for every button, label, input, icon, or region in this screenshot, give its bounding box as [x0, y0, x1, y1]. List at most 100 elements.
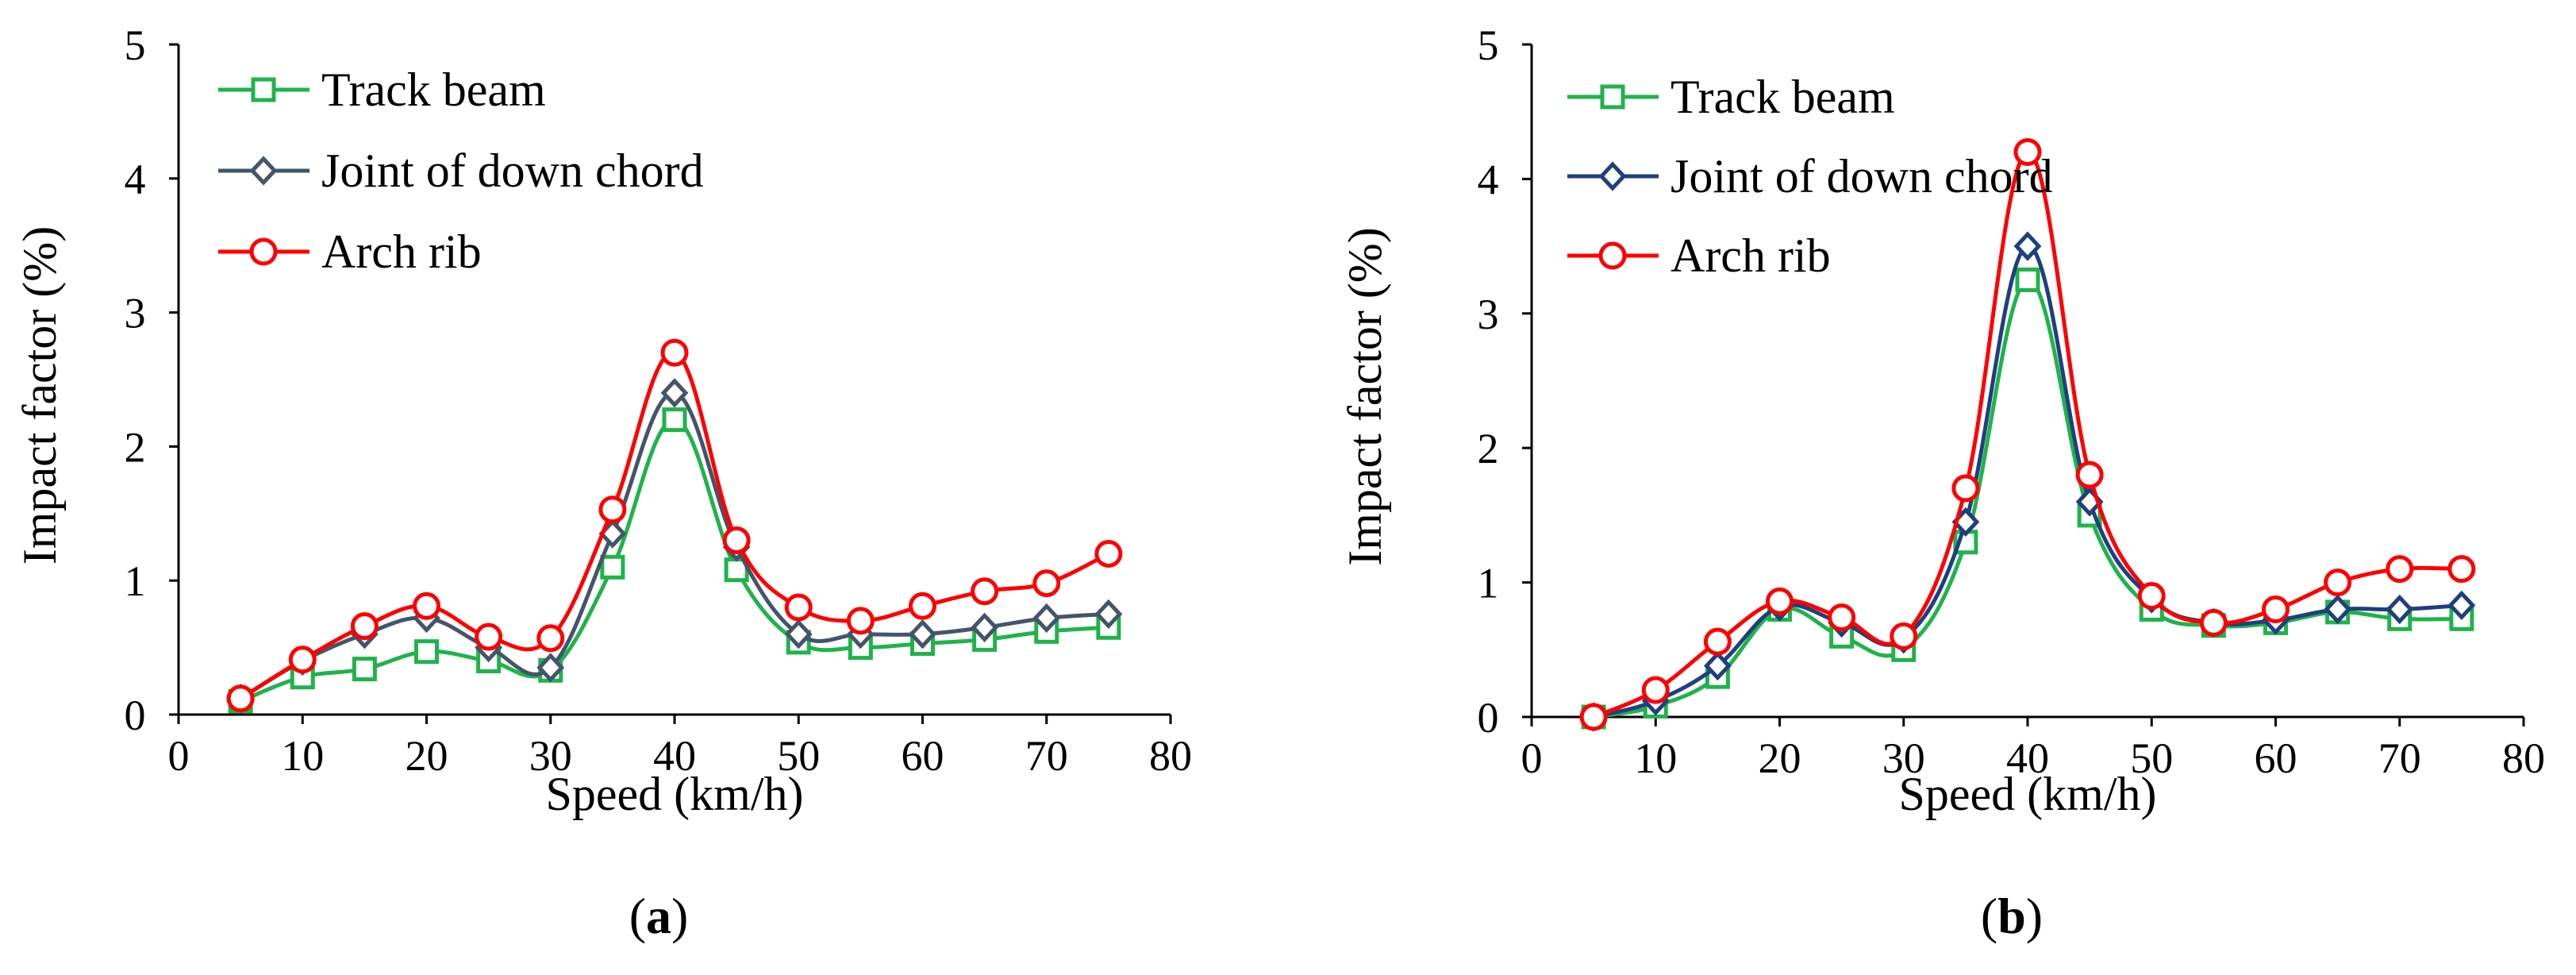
legend: Track beam Joint of down chord Arch rib	[1567, 71, 2053, 282]
legend-marker	[1598, 241, 1627, 270]
x-axis-title: Speed (km/h)	[1899, 768, 2157, 820]
data-point	[1951, 474, 1980, 503]
legend-marker	[249, 237, 278, 266]
x-tick-label: 40	[653, 732, 696, 780]
y-tick-label: 2	[1478, 425, 1499, 472]
data-point	[414, 639, 439, 665]
data-point	[971, 577, 999, 606]
y-tick-label: 3	[1478, 291, 1499, 338]
data-point	[660, 338, 689, 367]
y-tick-label: 1	[125, 557, 146, 605]
data-point	[2075, 461, 2104, 489]
x-tick-label: 30	[529, 732, 572, 780]
chart-panel-b: 0 10 20 30 40 50 60 70 80 0 1 2 3 4 5 Speed (km/h) Impac…	[1339, 21, 2545, 944]
x-tick-label: 70	[2378, 734, 2421, 782]
data-point	[536, 653, 565, 683]
y-tick-label: 1	[1478, 560, 1499, 607]
panel-caption: (b)	[1981, 888, 2043, 944]
data-point	[1703, 650, 1732, 681]
data-point	[413, 592, 440, 620]
y-tick-label: 0	[1478, 694, 1499, 742]
x-tick-label: 50	[777, 732, 820, 780]
data-point	[2015, 267, 2040, 292]
caption-open-paren: (	[629, 888, 646, 944]
data-point	[971, 612, 999, 642]
legend-label: Track beam	[1671, 71, 1895, 123]
data-point	[1641, 676, 1670, 704]
data-point	[2447, 590, 2476, 621]
legend-marker	[249, 156, 278, 186]
panel-caption: (a)	[629, 888, 689, 944]
legend-label: Arch rib	[321, 225, 482, 278]
caption-close-paren: )	[2026, 888, 2043, 944]
legend-label: Joint of down chord	[321, 145, 704, 197]
data-point	[2386, 555, 2414, 584]
y-axis-title: Impact factor (%)	[13, 226, 66, 565]
x-tick-label: 80	[2502, 734, 2545, 782]
y-tick-label: 3	[125, 290, 146, 337]
x-tick-label: 10	[281, 732, 324, 780]
data-point	[1094, 599, 1123, 630]
x-tick-label: 70	[1025, 732, 1068, 780]
x-tick-label: 60	[902, 732, 944, 780]
x-axis-title: Speed (km/h)	[546, 768, 804, 820]
y-tick-label: 2	[125, 423, 146, 471]
series-arch-rib	[226, 338, 1123, 713]
data-point	[2013, 138, 2042, 167]
data-point	[1032, 569, 1061, 598]
data-point	[2199, 608, 2228, 637]
caption-letter: a	[646, 888, 671, 944]
series-arch-rib	[1579, 138, 2476, 731]
data-point	[909, 619, 936, 649]
data-point	[1890, 622, 1918, 650]
caption-close-paren: )	[671, 888, 688, 944]
data-point	[784, 593, 813, 622]
x-tick-label: 50	[2130, 734, 2173, 782]
series-line	[239, 391, 1109, 700]
data-point	[600, 554, 625, 580]
data-point	[350, 612, 379, 641]
chart-panel-a: 0 10 20 30 40 50 60 70 80 0 1 2 3 4 5 Speed (km/h) Impac…	[13, 21, 1192, 944]
data-point	[2137, 582, 2166, 611]
data-point	[598, 495, 627, 524]
x-tick-label: 10	[1634, 734, 1677, 782]
data-point	[352, 657, 377, 682]
data-point	[2013, 231, 2042, 261]
data-point	[1094, 539, 1123, 568]
data-point	[2262, 595, 2290, 623]
data-point	[288, 646, 317, 674]
data-point	[722, 526, 751, 555]
data-point	[2324, 594, 2352, 625]
legend-label: Track beam	[321, 64, 546, 116]
data-point	[536, 624, 565, 653]
x-tick-label: 0	[168, 732, 190, 780]
data-point	[1032, 603, 1061, 634]
data-point	[1579, 703, 1608, 731]
legend: Track beam Joint of down chord Arch rib	[218, 64, 704, 278]
data-point	[475, 622, 503, 651]
legend-label: Joint of down chord	[1671, 150, 2053, 202]
data-point	[662, 407, 687, 433]
legend-label: Arch rib	[1671, 229, 1831, 282]
data-point	[846, 607, 875, 635]
data-point	[1828, 603, 1856, 632]
caption-open-paren: (	[1981, 888, 1997, 944]
y-axis-title: Impact factor (%)	[1339, 227, 1391, 565]
y-tick-label: 5	[1478, 21, 1499, 69]
x-tick-label: 80	[1149, 732, 1192, 780]
legend-marker	[1598, 161, 1627, 191]
data-point	[226, 684, 255, 713]
x-tick-label: 30	[1882, 734, 1925, 782]
x-tick-label: 60	[2255, 734, 2297, 782]
y-tick-label: 5	[125, 21, 146, 69]
x-tick-label: 0	[1521, 734, 1543, 782]
x-tick-label: 20	[1759, 734, 1801, 782]
y-tick-label: 4	[125, 156, 146, 203]
y-tick-label: 0	[125, 692, 146, 739]
data-point	[1703, 627, 1732, 656]
legend-marker	[251, 77, 276, 102]
data-point	[2386, 594, 2414, 625]
x-tick-label: 20	[406, 732, 448, 780]
data-point	[2447, 555, 2476, 584]
